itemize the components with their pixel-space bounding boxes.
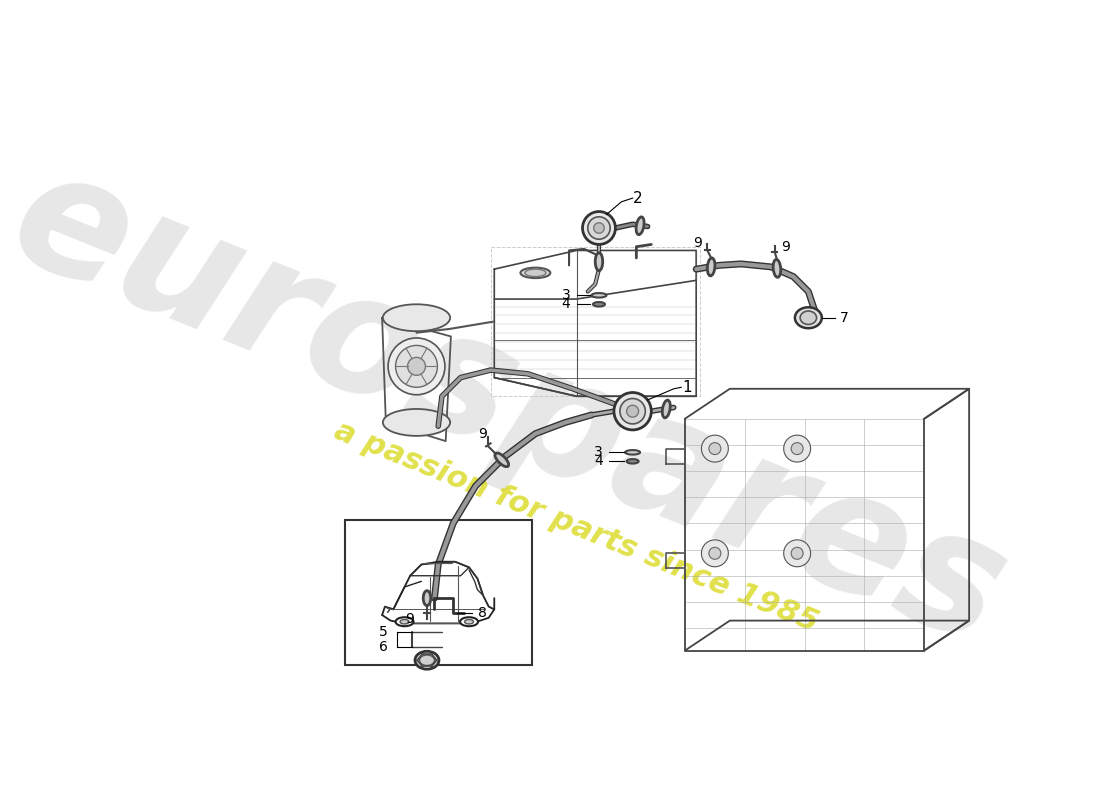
Ellipse shape: [636, 217, 645, 234]
Ellipse shape: [783, 540, 811, 566]
Text: 3: 3: [594, 446, 603, 459]
Ellipse shape: [662, 400, 670, 418]
Ellipse shape: [525, 269, 546, 277]
Ellipse shape: [708, 442, 720, 454]
Ellipse shape: [620, 398, 646, 424]
Text: 2: 2: [632, 190, 642, 206]
Ellipse shape: [464, 619, 473, 624]
Ellipse shape: [614, 393, 651, 430]
Ellipse shape: [424, 590, 431, 606]
Ellipse shape: [783, 435, 811, 462]
Text: 1: 1: [682, 380, 692, 394]
Ellipse shape: [460, 618, 478, 626]
Ellipse shape: [795, 307, 822, 328]
Ellipse shape: [595, 253, 603, 270]
Ellipse shape: [419, 655, 435, 666]
Ellipse shape: [702, 435, 728, 462]
Text: 6: 6: [379, 640, 388, 654]
Ellipse shape: [627, 459, 639, 463]
Text: 9: 9: [781, 241, 790, 254]
Ellipse shape: [800, 311, 816, 325]
Ellipse shape: [592, 293, 606, 298]
Ellipse shape: [396, 346, 438, 387]
Text: 9: 9: [693, 236, 702, 250]
Ellipse shape: [415, 651, 439, 670]
Text: a passion for parts since 1985: a passion for parts since 1985: [330, 417, 823, 638]
Ellipse shape: [583, 211, 615, 245]
Ellipse shape: [791, 547, 803, 559]
Bar: [344, 520, 531, 666]
Text: 8: 8: [477, 606, 486, 620]
Ellipse shape: [587, 217, 610, 239]
Text: 5: 5: [379, 625, 388, 639]
Ellipse shape: [383, 304, 450, 331]
Text: 9: 9: [478, 426, 487, 441]
Text: 4: 4: [594, 454, 603, 468]
Text: 4: 4: [562, 298, 571, 311]
Ellipse shape: [396, 618, 414, 626]
Ellipse shape: [388, 338, 444, 394]
Ellipse shape: [520, 268, 550, 278]
Ellipse shape: [625, 450, 640, 454]
Text: 3: 3: [562, 288, 571, 302]
Ellipse shape: [593, 302, 605, 306]
Ellipse shape: [791, 442, 803, 454]
Ellipse shape: [383, 409, 450, 436]
Ellipse shape: [707, 258, 715, 276]
Text: 7: 7: [839, 310, 848, 325]
Text: 9: 9: [405, 612, 414, 626]
Ellipse shape: [708, 547, 720, 559]
Ellipse shape: [627, 406, 639, 417]
Ellipse shape: [495, 453, 508, 466]
Ellipse shape: [400, 619, 409, 624]
Ellipse shape: [773, 259, 781, 278]
Ellipse shape: [407, 358, 426, 375]
Ellipse shape: [594, 222, 604, 234]
Text: eurospares: eurospares: [0, 134, 1028, 680]
Ellipse shape: [702, 540, 728, 566]
